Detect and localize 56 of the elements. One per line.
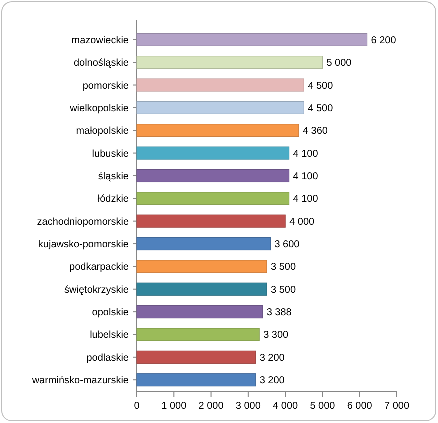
y-tick-label: opolskie — [92, 308, 130, 319]
bar — [136, 146, 290, 160]
bar — [136, 237, 272, 251]
bar — [136, 56, 324, 70]
x-tick-label: 3 000 — [236, 401, 262, 412]
data-label: 3 300 — [264, 330, 290, 342]
x-tick-label: 6 000 — [347, 401, 373, 412]
y-tick-label: lubelskie — [90, 330, 130, 342]
y-tick-label: małopolskie — [76, 126, 130, 138]
y-tick-label: mazowieckie — [72, 35, 130, 46]
x-tick-label: 1 000 — [162, 401, 188, 412]
data-label: 4 100 — [293, 148, 319, 160]
y-tick-label: wielkopolskie — [69, 103, 130, 114]
data-label: 3 200 — [260, 352, 286, 364]
y-tick-label: pomorskie — [82, 80, 130, 92]
data-label: 3 500 — [271, 262, 296, 274]
data-label: 4 500 — [308, 80, 334, 92]
data-label: 6 200 — [371, 35, 397, 46]
bar — [136, 169, 290, 183]
data-label: 3 200 — [260, 376, 286, 387]
bar — [136, 260, 268, 274]
bar — [136, 192, 290, 206]
bar — [136, 282, 268, 296]
y-tick-label: podlaskie — [86, 352, 130, 364]
data-label: 3 600 — [274, 240, 300, 251]
bar — [136, 328, 260, 342]
bar — [136, 350, 256, 364]
x-tick-label: 7 000 — [384, 401, 410, 412]
bar — [136, 374, 256, 387]
data-label: 3 388 — [266, 308, 292, 319]
bar — [136, 306, 264, 319]
data-label: 5 000 — [326, 58, 352, 70]
y-tick-label: świętokrzyskie — [64, 284, 130, 296]
bar — [136, 214, 286, 228]
bar — [136, 124, 300, 138]
bar — [136, 101, 304, 114]
x-tick-label: 0 — [134, 401, 140, 412]
y-tick-label: warmińsko-mazurskie — [31, 376, 130, 387]
y-tick-label: kujawsko-pomorskie — [38, 240, 130, 251]
data-label: 3 500 — [271, 284, 296, 296]
bar — [136, 33, 368, 46]
data-label: 4 100 — [293, 171, 319, 182]
data-label: 4 360 — [302, 126, 328, 138]
y-tick-label: dolnośląskie — [74, 58, 130, 70]
bar — [136, 78, 304, 92]
y-tick-label: łódzkie — [98, 194, 130, 206]
x-tick-label: 4 000 — [273, 401, 299, 412]
x-tick-label: 2 000 — [198, 401, 224, 412]
y-tick-label: zachodniopomorskie — [37, 216, 130, 228]
data-label: 4 500 — [308, 103, 334, 114]
y-tick-label: śląskie — [98, 171, 130, 182]
y-tick-label: lubuskie — [92, 148, 130, 160]
data-label: 4 000 — [290, 216, 316, 228]
x-tick-label: 5 000 — [310, 401, 336, 412]
y-tick-label: podkarpackie — [70, 262, 130, 274]
data-label: 4 100 — [293, 194, 319, 206]
